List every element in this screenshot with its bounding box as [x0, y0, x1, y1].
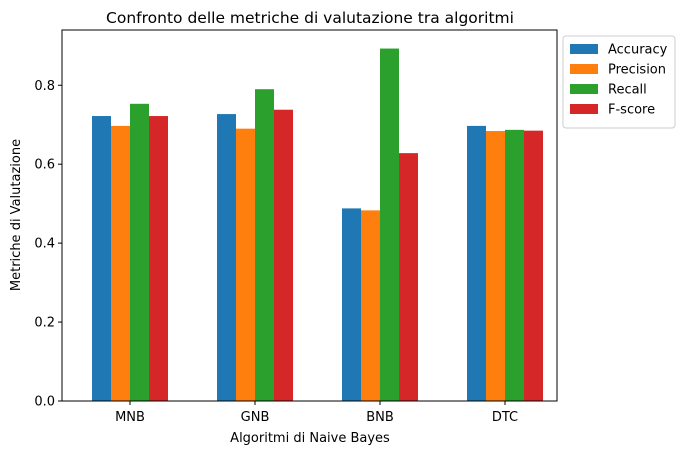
y-tick-label: 0.2 — [34, 316, 55, 331]
bars-group — [92, 48, 543, 402]
legend-label: Accuracy — [608, 43, 668, 58]
bar-mnb-accuracy — [92, 116, 111, 401]
bar-dtc-accuracy — [467, 125, 486, 402]
plot-frame — [61, 29, 558, 402]
legend-swatch — [570, 104, 598, 114]
bar-dtc-f-score — [524, 130, 543, 401]
x-tick-label: MNB — [115, 410, 145, 425]
y-tick-label: 0.0 — [34, 395, 55, 410]
legend: Accuracy Precision Recall F-score — [562, 35, 676, 129]
legend-label: F-score — [608, 103, 655, 118]
y-tick-label: 0.8 — [34, 79, 55, 94]
y-tick-label: 0.6 — [34, 158, 55, 173]
chart-title: Confronto delle metriche di valutazione … — [106, 9, 514, 27]
bar-bnb-precision — [361, 210, 380, 401]
bar-gnb-precision — [236, 128, 255, 401]
bar-gnb-recall — [255, 89, 274, 402]
y-axis-label: Metriche di Valutazione — [9, 139, 24, 291]
legend-swatch — [570, 64, 598, 74]
bar-dtc-precision — [486, 131, 505, 401]
y-tick-label: 0.4 — [34, 237, 55, 252]
legend-swatch — [570, 44, 598, 54]
bar-bnb-recall — [380, 48, 399, 402]
legend-swatch — [570, 84, 598, 94]
bar-mnb-f-score — [149, 116, 168, 401]
bar-bnb-f-score — [399, 153, 418, 401]
x-axis: MNB GNB BNB DTC — [115, 401, 518, 425]
y-axis: 0.0 0.2 0.4 0.6 0.8 — [34, 79, 62, 410]
x-tick-label: DTC — [492, 410, 518, 425]
bar-dtc-recall — [505, 129, 524, 401]
x-tick-label: BNB — [366, 410, 394, 425]
legend-label: Recall — [608, 83, 647, 98]
bar-mnb-precision — [111, 125, 130, 402]
bar-gnb-accuracy — [217, 114, 236, 402]
bar-mnb-recall — [130, 103, 149, 401]
bar-gnb-f-score — [274, 109, 293, 402]
legend-label: Precision — [608, 63, 666, 78]
x-axis-label: Algoritmi di Naive Bayes — [230, 431, 390, 446]
bar-bnb-accuracy — [342, 208, 361, 401]
x-tick-label: GNB — [241, 410, 270, 425]
